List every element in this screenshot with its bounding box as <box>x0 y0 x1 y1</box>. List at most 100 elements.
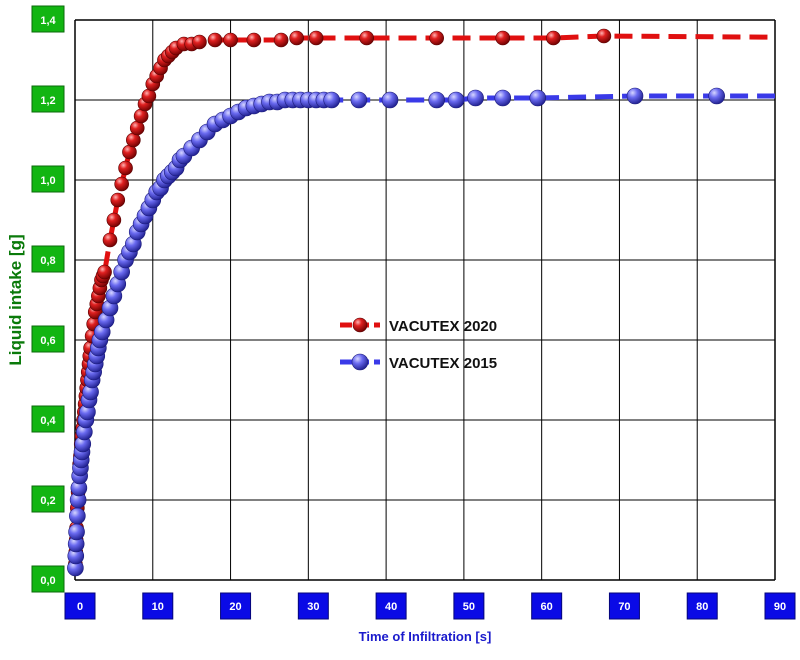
x-tick-box <box>453 592 485 620</box>
x-tick-box <box>64 592 96 620</box>
data-point <box>381 91 399 109</box>
data-point <box>69 507 86 525</box>
x-tick-label: 70 <box>618 601 630 613</box>
x-tick-label: 80 <box>696 601 708 613</box>
legend-marker <box>351 353 369 371</box>
x-tick-label: 40 <box>385 601 397 613</box>
data-point <box>110 192 126 208</box>
data-point <box>192 34 207 50</box>
legend: VACUTEX 2020 VACUTEX 2015 <box>340 317 497 372</box>
x-tick: 10 <box>142 592 174 620</box>
x-tick: 40 <box>375 592 407 620</box>
grid <box>74 19 776 581</box>
data-point <box>529 89 547 107</box>
data-point <box>68 523 85 541</box>
x-tick-label: 90 <box>774 601 786 613</box>
data-point <box>494 89 512 107</box>
x-tick-box <box>375 592 407 620</box>
data-point <box>207 32 223 48</box>
x-tick-label: 60 <box>541 601 553 613</box>
data-point <box>495 30 511 46</box>
y-tick-box <box>31 485 65 513</box>
x-tick: 0 <box>64 592 96 620</box>
data-point <box>102 232 118 248</box>
y-tick-label: 0,4 <box>40 415 56 427</box>
x-tick: 70 <box>608 592 640 620</box>
y-tick-box <box>31 5 65 33</box>
data-point <box>308 30 324 46</box>
y-tick-label: 0,6 <box>40 335 55 347</box>
data-point <box>246 32 262 48</box>
x-tick-box <box>764 592 796 620</box>
x-tick-labels: 0 10 20 30 40 50 60 70 80 90 <box>64 592 796 620</box>
data-point <box>97 264 112 280</box>
y-tick-box <box>31 405 65 433</box>
y-tick-box <box>31 245 65 273</box>
y-tick: 0,0 <box>31 565 65 593</box>
x-tick-label: 30 <box>307 601 319 613</box>
data-point <box>428 91 445 109</box>
x-tick: 90 <box>764 592 796 620</box>
data-point <box>596 28 612 44</box>
y-tick: 0,2 <box>31 485 65 513</box>
x-tick: 50 <box>453 592 485 620</box>
y-tick: 0,8 <box>31 245 65 273</box>
y-tick: 1,4 <box>31 5 65 33</box>
x-tick-box <box>608 592 640 620</box>
data-point <box>708 87 725 105</box>
y-tick-label: 1,4 <box>40 15 56 27</box>
y-tick-box <box>31 165 65 193</box>
y-tick-label: 0,8 <box>40 255 55 267</box>
y-tick-label: 1,2 <box>40 95 55 107</box>
x-tick-label: 50 <box>463 601 475 613</box>
series-line <box>72 33 776 565</box>
data-point <box>429 30 444 46</box>
data-point <box>467 89 484 107</box>
x-tick-box <box>531 592 563 620</box>
x-axis-label: Time of Infiltration [s] <box>359 629 492 644</box>
x-tick: 30 <box>297 592 329 620</box>
data-point <box>359 30 374 46</box>
y-tick: 0,6 <box>31 325 65 353</box>
series-layer <box>67 28 776 577</box>
data-point <box>289 30 304 46</box>
y-tick-label: 1,0 <box>40 175 55 187</box>
y-tick: 1,2 <box>31 85 65 113</box>
data-point <box>114 176 129 192</box>
y-tick-box <box>31 565 65 593</box>
x-tick-label: 20 <box>229 601 241 613</box>
legend-marker <box>352 317 368 333</box>
data-point <box>447 91 465 109</box>
legend-item: VACUTEX 2020 <box>340 317 497 335</box>
y-tick-labels: 0,0 0,2 0,4 0,6 0,8 1,0 1,2 1,4 <box>31 5 65 593</box>
plot-background <box>75 20 775 580</box>
data-point <box>118 160 133 176</box>
y-tick-label: 0,2 <box>40 495 55 507</box>
y-tick: 0,4 <box>31 405 65 433</box>
x-tick-box <box>297 592 329 620</box>
data-point <box>323 91 340 109</box>
x-tick-box <box>686 592 718 620</box>
data-point <box>223 32 238 48</box>
y-tick-label: 0,0 <box>40 575 55 587</box>
y-axis-label: Liquid intake [g] <box>6 234 25 365</box>
data-point <box>273 32 289 48</box>
data-point <box>350 91 368 109</box>
data-point <box>106 212 122 228</box>
x-tick-label: 0 <box>77 601 83 613</box>
x-tick: 60 <box>531 592 563 620</box>
x-tick-box <box>220 592 252 620</box>
y-tick-box <box>31 85 65 113</box>
x-tick: 80 <box>686 592 718 620</box>
x-tick: 20 <box>220 592 252 620</box>
data-point <box>626 87 644 105</box>
x-tick-box <box>142 592 174 620</box>
y-tick-box <box>31 325 65 353</box>
legend-label: VACUTEX 2020 <box>389 318 497 335</box>
x-tick-label: 10 <box>152 601 164 613</box>
series-vacutex-2015 <box>67 87 775 577</box>
legend-item: VACUTEX 2015 <box>340 353 497 372</box>
data-point <box>546 30 561 46</box>
legend-label: VACUTEX 2015 <box>389 355 497 372</box>
